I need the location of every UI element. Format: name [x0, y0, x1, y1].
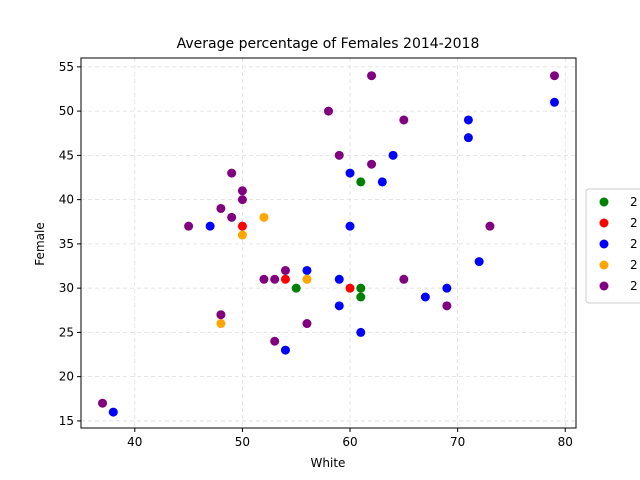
- legend-marker: [599, 197, 609, 207]
- data-point: [280, 274, 290, 284]
- x-tick-label: 40: [127, 435, 142, 449]
- data-point: [280, 345, 290, 355]
- data-point: [108, 407, 118, 417]
- data-point: [367, 159, 377, 169]
- data-point: [388, 150, 398, 160]
- data-point: [237, 230, 247, 240]
- data-point: [184, 221, 194, 231]
- data-point: [377, 177, 387, 187]
- data-point: [205, 221, 215, 231]
- data-point: [549, 97, 559, 107]
- data-point: [345, 221, 355, 231]
- data-point: [98, 398, 108, 408]
- data-point: [270, 336, 280, 346]
- y-tick-label: 15: [59, 414, 74, 428]
- plot-frame: [80, 57, 577, 429]
- legend-box: [585, 188, 640, 304]
- y-tick-label: 35: [59, 237, 74, 251]
- y-tick-label: 45: [59, 148, 74, 162]
- data-point: [270, 274, 280, 284]
- data-point: [216, 203, 226, 213]
- data-point: [302, 274, 312, 284]
- data-point: [216, 310, 226, 320]
- legend-marker: [599, 239, 609, 249]
- legend-label: 2: [630, 279, 638, 293]
- data-point: [334, 274, 344, 284]
- data-point: [356, 283, 366, 293]
- y-tick-label: 50: [59, 104, 74, 118]
- data-point: [356, 177, 366, 187]
- y-axis-label: Female: [33, 222, 47, 265]
- data-point: [259, 274, 269, 284]
- legend: 2 2 2 2 2: [585, 188, 640, 304]
- data-point: [420, 292, 430, 302]
- data-point: [237, 186, 247, 196]
- data-point: [485, 221, 495, 231]
- data-point: [463, 115, 473, 125]
- data-point: [334, 150, 344, 160]
- data-point: [259, 212, 269, 222]
- data-point: [302, 319, 312, 329]
- data-point: [367, 71, 377, 81]
- data-point: [399, 115, 409, 125]
- y-tick-label: 25: [59, 325, 74, 339]
- data-point: [463, 133, 473, 143]
- legend-marker: [599, 281, 609, 291]
- data-point: [227, 212, 237, 222]
- data-point: [216, 319, 226, 329]
- data-points: [98, 71, 559, 417]
- x-axis-label: White: [311, 456, 346, 470]
- data-point: [324, 106, 333, 116]
- data-point: [399, 274, 409, 284]
- y-tick-label: 40: [59, 193, 74, 207]
- legend-label: 2: [630, 195, 638, 209]
- data-point: [442, 283, 452, 293]
- x-tick-label: 70: [450, 435, 465, 449]
- x-tick-label: 50: [235, 435, 250, 449]
- y-tick-label: 55: [59, 60, 74, 74]
- data-point: [227, 168, 237, 178]
- legend-marker: [599, 260, 609, 270]
- legend-marker: [599, 218, 609, 228]
- data-point: [345, 168, 355, 178]
- data-point: [334, 301, 344, 311]
- data-point: [237, 221, 247, 231]
- data-point: [442, 301, 452, 311]
- data-point: [356, 292, 366, 302]
- data-point: [280, 265, 290, 275]
- x-tick-label: 80: [558, 435, 573, 449]
- data-point: [549, 71, 559, 81]
- legend-label: 2: [630, 237, 638, 251]
- legend-label: 2: [630, 258, 638, 272]
- data-point: [302, 265, 312, 275]
- data-point: [356, 327, 366, 337]
- y-tick-label: 30: [59, 281, 74, 295]
- x-tick-label: 60: [342, 435, 357, 449]
- y-tick-label: 20: [59, 370, 74, 384]
- chart-title: Average percentage of Females 2014-2018: [177, 36, 480, 52]
- data-point: [237, 195, 247, 205]
- legend-label: 2: [630, 216, 638, 230]
- axis-ticks: 40 50 60 70 80 15 20 25 30 35 40 45 50 55: [59, 60, 573, 449]
- data-point: [474, 257, 484, 267]
- data-point: [291, 283, 301, 293]
- data-point: [345, 283, 355, 293]
